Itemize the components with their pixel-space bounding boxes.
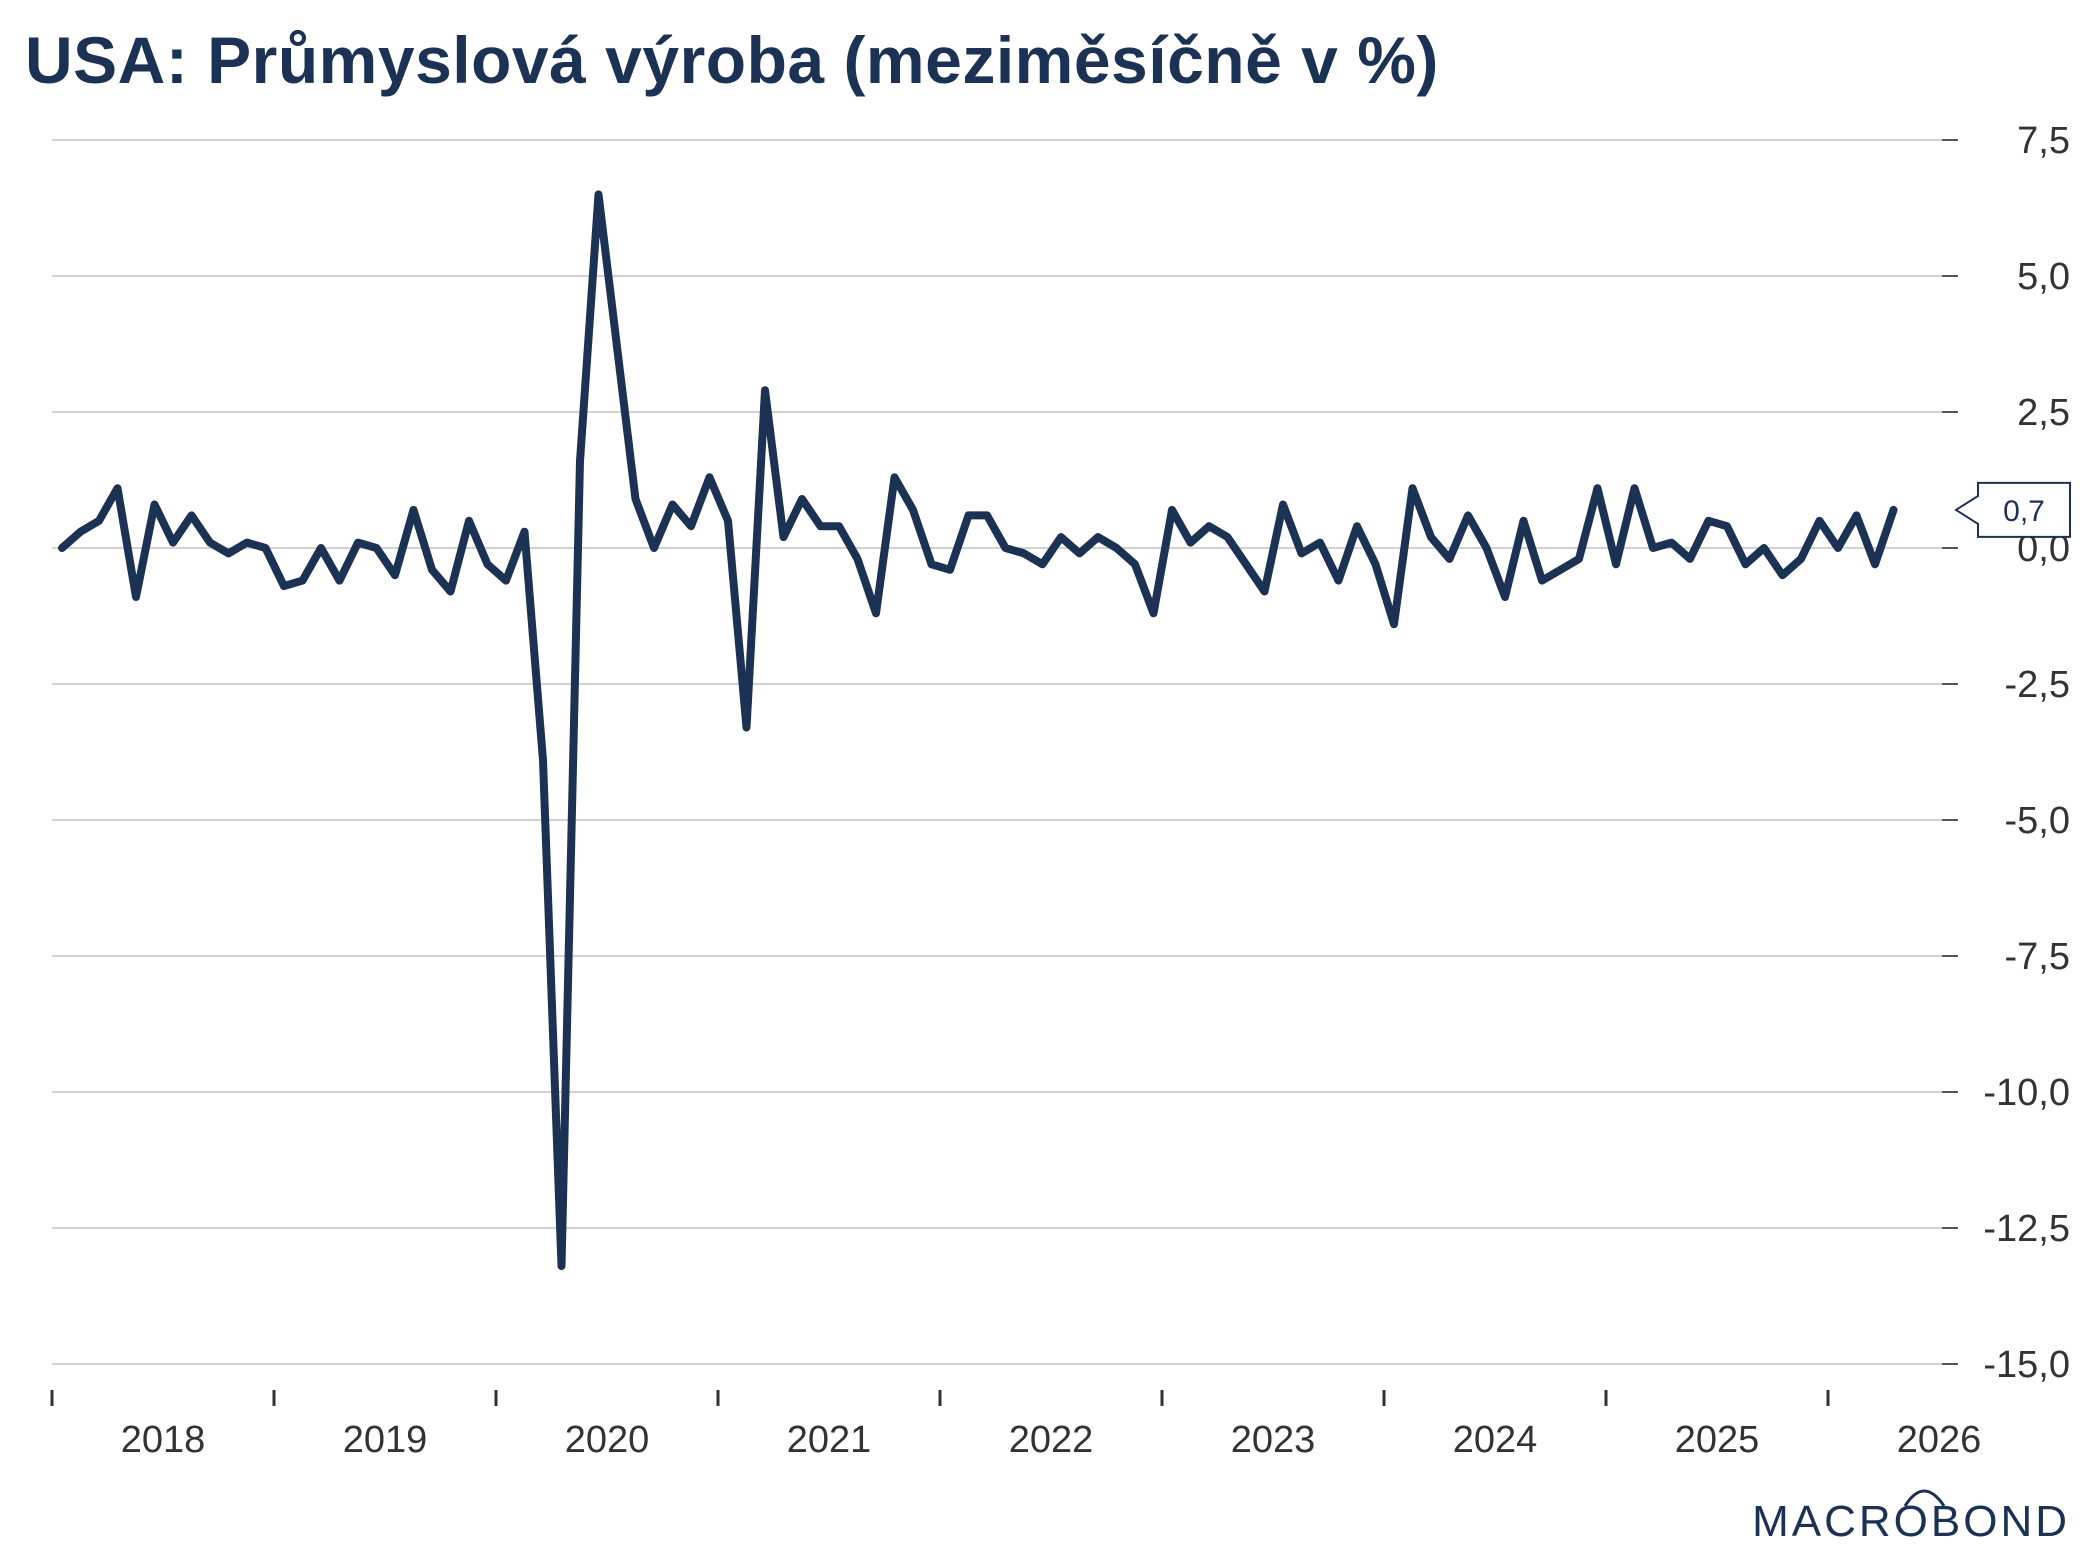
x-tick-label: 2021 [787, 1419, 872, 1461]
y-tick-label: -5,0 [2005, 800, 2070, 842]
macrobond-logo-text: MACROBOND [1752, 1497, 2070, 1546]
x-tick-label: 2019 [343, 1419, 428, 1461]
y-axis: 7,55,02,50,0-2,5-5,0-7,5-10,0-12,5-15,0 [1942, 120, 2070, 1386]
last-value-callout: 0,7 [1954, 481, 2071, 538]
x-tick-label: 2024 [1453, 1419, 1538, 1461]
y-tick-label: 5,0 [2017, 256, 2070, 298]
chart-title: USA: Průmyslová výroba (meziměsíčně v %) [25, 23, 1439, 97]
series-layer [58, 190, 1898, 1271]
series-line [58, 190, 1898, 1271]
y-tick-label: -15,0 [1983, 1344, 2070, 1386]
gridlines [52, 139, 1942, 1365]
logo-swoosh [1903, 1489, 1946, 1507]
y-tick-label: 2,5 [2017, 392, 2070, 434]
x-axis: 2018 2019 2020 2021 2022 2023 2024 2025 2026 [50, 1390, 1982, 1461]
x-tick-label: 2022 [1009, 1419, 1094, 1461]
x-tick-label: 2020 [565, 1419, 650, 1461]
y-tick-label: -7,5 [2005, 936, 2070, 978]
y-tick-label: -2,5 [2005, 664, 2070, 706]
x-tick-label: 2025 [1675, 1419, 1760, 1461]
y-tick-label: 7,5 [2017, 120, 2070, 162]
last-value-label: 0,7 [2003, 495, 2045, 528]
x-tick-label: 2023 [1231, 1419, 1316, 1461]
macrobond-logo: MACROBOND [1752, 1489, 2070, 1546]
callout-box [1954, 481, 2071, 538]
x-tick-label: 2018 [121, 1419, 206, 1461]
x-tick-label: 2026 [1897, 1419, 1982, 1461]
y-tick-label: -10,0 [1983, 1072, 2070, 1114]
y-tick-label: -12,5 [1983, 1208, 2070, 1250]
